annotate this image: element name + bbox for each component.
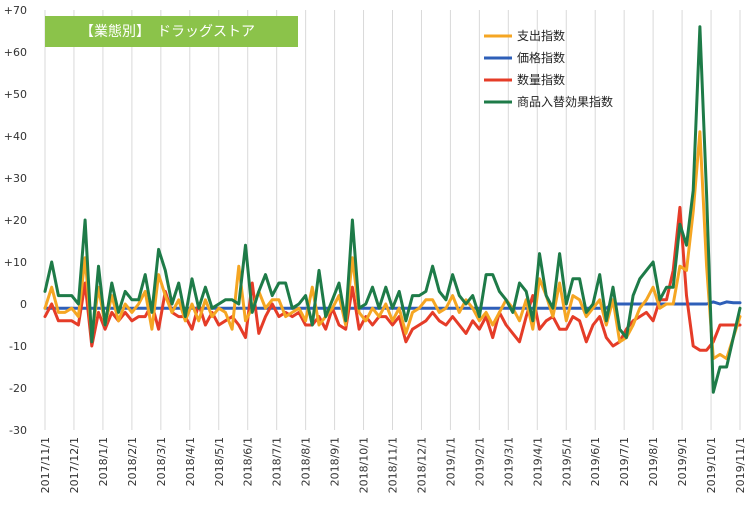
x-tick-label: 2018/12/1 — [415, 437, 428, 493]
y-tick-label: +70 — [4, 4, 27, 17]
chart-title-background — [45, 16, 298, 47]
x-tick-label: 2019/5/1 — [560, 437, 573, 486]
legend-label: 価格指数 — [517, 50, 565, 65]
y-axis-tick-labels: +70 +60 +50 +40 +30 +20 +10 0 -10 -20 -30 — [4, 4, 27, 437]
y-tick-label: +60 — [4, 46, 27, 59]
x-tick-label: 2019/7/1 — [618, 437, 631, 486]
x-tick-label: 2018/1/1 — [97, 437, 110, 486]
y-tick-label: -10 — [9, 340, 27, 353]
legend-label: 支出指数 — [517, 28, 565, 43]
y-tick-label: +30 — [4, 172, 27, 185]
x-tick-label: 2019/10/1 — [705, 437, 718, 493]
x-tick-label: 2019/3/1 — [502, 437, 515, 486]
x-tick-label: 2019/1/1 — [444, 437, 457, 486]
x-tick-label: 2017/11/1 — [39, 437, 52, 493]
x-tick-label: 2018/5/1 — [213, 437, 226, 486]
x-tick-label: 2019/11/1 — [734, 437, 745, 493]
chart-title-box: 【業態別】 ドラッグストア — [45, 16, 298, 47]
y-tick-label: +40 — [4, 130, 27, 143]
x-tick-label: 2018/10/1 — [358, 437, 371, 493]
y-tick-label: 0 — [20, 298, 27, 311]
x-tick-label: 2018/11/1 — [387, 437, 400, 493]
x-tick-label: 2019/9/1 — [676, 437, 689, 486]
x-tick-label: 2019/2/1 — [473, 437, 486, 486]
x-tick-label: 2019/4/1 — [531, 437, 544, 486]
x-tick-label: 2018/9/1 — [329, 437, 342, 486]
legend-label: 商品入替効果指数 — [517, 94, 613, 109]
x-tick-label: 2018/6/1 — [242, 437, 255, 486]
x-tick-label: 2018/8/1 — [300, 437, 313, 486]
x-tick-label: 2018/7/1 — [271, 437, 284, 486]
x-tick-label: 2019/6/1 — [589, 437, 602, 486]
x-tick-label: 2018/2/1 — [126, 437, 139, 486]
x-axis-tick-labels: 2017/11/1 2017/12/1 2018/1/1 2018/2/1 2018/3… — [39, 437, 745, 493]
x-tick-label: 2019/8/1 — [647, 437, 660, 486]
y-tick-label: -20 — [9, 382, 27, 395]
y-tick-label: -30 — [9, 424, 27, 437]
x-tick-label: 2018/3/1 — [155, 437, 168, 486]
chart-title: 【業態別】 ドラッグストア — [80, 24, 255, 40]
vertical-gridlines — [44, 10, 741, 430]
x-tick-label: 2018/4/1 — [184, 437, 197, 486]
y-tick-label: +50 — [4, 88, 27, 101]
legend-label: 数量指数 — [517, 72, 565, 87]
series-lines — [43, 25, 742, 394]
x-tick-label: 2017/12/1 — [68, 437, 81, 493]
y-tick-label: +10 — [4, 256, 27, 269]
series-line-3 — [43, 25, 742, 394]
series-line-0 — [43, 130, 742, 361]
y-tick-label: +20 — [4, 214, 27, 227]
